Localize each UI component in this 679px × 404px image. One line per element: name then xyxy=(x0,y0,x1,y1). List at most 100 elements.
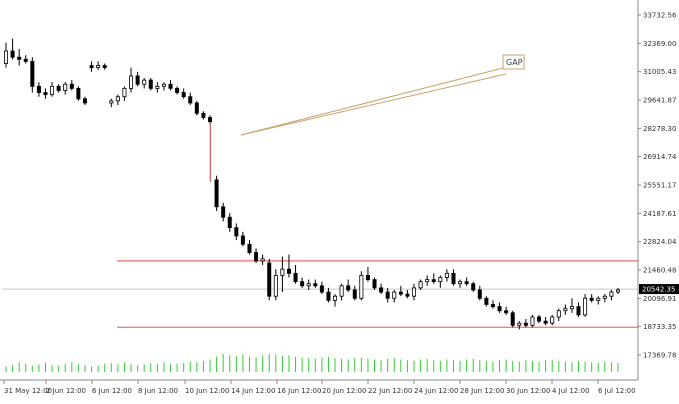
candle-body-bull xyxy=(260,258,265,262)
x-tick-label: 20 Jun 12:00 xyxy=(322,387,366,395)
candle-body-bear xyxy=(431,279,436,283)
candle xyxy=(444,269,449,282)
candle-body-bear xyxy=(313,283,318,287)
candle xyxy=(306,279,311,290)
candle-body-bull xyxy=(569,306,574,310)
y-tick-label: 28278.30 xyxy=(643,125,676,133)
candle xyxy=(181,88,186,99)
candle-body-bear xyxy=(490,304,495,307)
candle xyxy=(247,240,252,255)
candle xyxy=(602,294,607,303)
current-price-label: 20542.35 xyxy=(642,286,675,294)
candle-body-bull xyxy=(142,79,147,85)
candle-body-bear xyxy=(56,85,61,91)
candle xyxy=(589,294,594,303)
candle xyxy=(471,281,476,293)
x-tick-label: 22 Jun 12:00 xyxy=(368,387,412,395)
gap-label: GAP xyxy=(506,58,523,67)
candle-body-bull xyxy=(550,316,555,324)
candle-body-bear xyxy=(379,287,384,293)
candle-body-bull xyxy=(96,65,101,69)
candle-body-bear xyxy=(194,102,199,114)
candle xyxy=(273,269,278,301)
candle xyxy=(76,86,81,101)
candle xyxy=(352,285,357,301)
candle-body-bear xyxy=(543,320,548,324)
candle xyxy=(254,248,259,263)
x-tick-label: 24 Jun 12:00 xyxy=(414,387,458,395)
candle xyxy=(576,302,581,317)
candle xyxy=(96,61,101,70)
candle-body-bear xyxy=(221,206,226,218)
candle-body-bull xyxy=(563,308,568,312)
candle-body-bull xyxy=(458,281,463,285)
candle-body-bear xyxy=(326,291,331,301)
candle-body-bull xyxy=(109,100,114,104)
candle xyxy=(339,283,344,301)
candle xyxy=(517,321,522,330)
candle-body-bull xyxy=(616,289,621,293)
candle xyxy=(194,100,199,116)
candle-body-bear xyxy=(293,272,298,283)
candle xyxy=(175,86,180,95)
candle xyxy=(405,289,410,299)
candle-body-bear xyxy=(471,283,476,291)
candle-body-bear xyxy=(537,316,542,322)
candle-body-bear xyxy=(181,92,186,98)
gap-annotation: GAP xyxy=(209,54,525,182)
candle xyxy=(464,277,469,286)
candle xyxy=(17,48,22,66)
candle xyxy=(56,84,61,93)
candle xyxy=(523,319,528,328)
candle-body-bear xyxy=(214,179,219,208)
candle-body-bear xyxy=(267,262,272,297)
x-tick-label: 2 Jun 12:00 xyxy=(46,387,86,395)
candle xyxy=(418,279,423,290)
gap-arrow-line[interactable] xyxy=(240,73,507,136)
candle xyxy=(36,82,41,97)
candles xyxy=(4,38,621,330)
candle-body-bear xyxy=(247,243,252,253)
y-tick-label: 17369.78 xyxy=(643,352,676,360)
candle-body-bear xyxy=(319,285,324,293)
current-price-tag xyxy=(639,284,679,295)
candle xyxy=(359,271,364,301)
candle xyxy=(69,80,74,91)
candle-body-bear xyxy=(43,92,48,96)
candle-body-bull xyxy=(115,96,120,102)
gap-arrow-line[interactable] xyxy=(240,67,504,136)
candle xyxy=(346,279,351,293)
candle-body-bear xyxy=(504,310,509,314)
gap-label-box[interactable] xyxy=(502,54,525,70)
candle xyxy=(286,254,291,278)
candle-body-bull xyxy=(339,285,344,297)
candle xyxy=(63,82,68,95)
candle-body-bull xyxy=(444,272,449,278)
candle-body-bull xyxy=(596,297,601,301)
candle xyxy=(497,302,502,313)
candle xyxy=(188,92,193,106)
candle-body-bear xyxy=(76,88,81,100)
candle xyxy=(372,277,377,290)
candle xyxy=(596,296,601,305)
x-tick-label: 14 Jun 12:00 xyxy=(231,387,275,395)
candle xyxy=(260,254,265,266)
candle-body-bull xyxy=(306,283,311,287)
candle xyxy=(550,314,555,326)
candle xyxy=(504,306,509,315)
candle-body-bear xyxy=(523,322,528,326)
candle xyxy=(313,279,318,288)
candle xyxy=(484,296,489,307)
candle xyxy=(201,111,206,120)
candle-body-bull xyxy=(155,85,160,89)
candle-body-bear xyxy=(464,281,469,285)
candle-body-bear xyxy=(385,291,390,299)
candle-body-bull xyxy=(50,85,55,96)
candle-body-bull xyxy=(122,88,127,98)
candle xyxy=(135,71,140,87)
candle xyxy=(609,289,614,301)
candle xyxy=(438,275,443,288)
candle-body-bear xyxy=(477,289,482,299)
x-tick-label: 8 Jun 12:00 xyxy=(138,387,178,395)
